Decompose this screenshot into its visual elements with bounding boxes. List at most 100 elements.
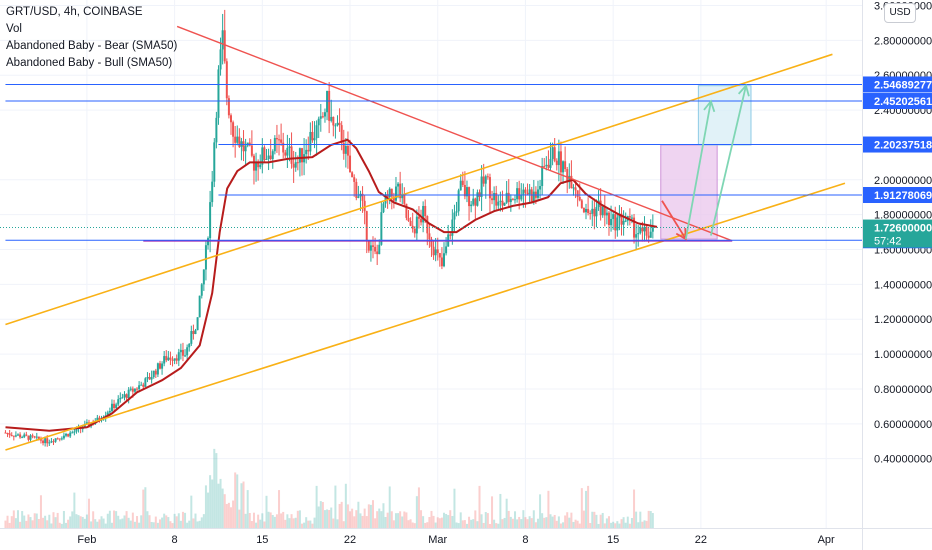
volume-bar (96, 521, 99, 528)
volume-bar (539, 494, 542, 528)
candle-body (503, 202, 506, 206)
projection-arrow-2 (710, 85, 747, 236)
candle-body (23, 434, 26, 438)
volume-bar (56, 512, 59, 528)
candle-body (336, 122, 339, 126)
candle-body (292, 163, 295, 168)
candle-body (29, 435, 32, 440)
symbol-title[interactable]: GRT/USD, 4h, COINBASE (6, 6, 143, 18)
candle-body (275, 137, 278, 140)
candle-body (445, 246, 448, 254)
volume-bar (309, 520, 312, 528)
indicator-bear-label[interactable]: Abandoned Baby - Bear (SMA50) (6, 40, 178, 52)
candle-body (35, 436, 38, 438)
volume-bar (403, 511, 406, 528)
volume-bar (438, 518, 441, 528)
candle-body (476, 192, 479, 206)
volume-bar (511, 518, 514, 528)
volume-bar (267, 511, 270, 528)
price-tick-label: 2.00000000 (874, 175, 932, 187)
candle-body (417, 216, 420, 219)
volume-bar (570, 512, 573, 528)
volume-bar (79, 516, 82, 528)
volume-label[interactable]: Vol (6, 23, 22, 35)
volume-bar (580, 488, 583, 528)
candle-body (357, 196, 360, 198)
candle-body (25, 434, 28, 436)
candle-body (547, 164, 550, 168)
candle-body (541, 165, 544, 187)
volume-bar (177, 513, 180, 528)
volume-bar (240, 483, 243, 528)
volume-bar (244, 513, 247, 528)
candle-body (378, 244, 381, 255)
volume-bar (593, 511, 596, 528)
volume-bar (269, 512, 272, 528)
volume-bar (71, 511, 74, 528)
volume-bar (359, 513, 362, 528)
candle-body (520, 195, 523, 200)
volume-bar (52, 512, 55, 528)
candle-body (413, 228, 416, 234)
candle-body (585, 208, 588, 213)
volume-bar (257, 514, 260, 528)
candle-body (382, 203, 385, 213)
candle-body (443, 253, 446, 267)
volume-bar (574, 519, 577, 528)
candle-body (115, 404, 118, 409)
candle-body (351, 172, 354, 178)
candle-body (432, 246, 435, 256)
volume-bar (633, 489, 636, 528)
candle-body (518, 188, 521, 200)
candle-body (616, 217, 619, 231)
volume-bar (317, 506, 320, 528)
time-tick-label: Mar (428, 534, 447, 546)
candle-body (234, 136, 237, 143)
candle-body (369, 245, 372, 251)
volume-bar (622, 517, 625, 528)
candle-body (480, 176, 483, 197)
volume-bar (482, 522, 485, 528)
candle-body (21, 437, 24, 439)
candle-body (501, 200, 504, 206)
indicator-bull-label[interactable]: Abandoned Baby - Bull (SMA50) (6, 57, 173, 69)
candle-body (388, 188, 391, 198)
volume-bar (154, 516, 157, 528)
volume-bar (420, 510, 423, 528)
candle-body (539, 186, 542, 190)
volume-bar (234, 472, 237, 528)
volume-bar (42, 517, 45, 528)
volume-bar (417, 487, 420, 528)
candle-body (263, 147, 266, 160)
volume-bar (60, 523, 63, 528)
candle-body (171, 359, 174, 361)
volume-bar (334, 485, 337, 528)
volume-bar (616, 521, 619, 528)
volume-bar (363, 508, 366, 528)
volume-bar (273, 516, 276, 528)
candle-body (497, 201, 500, 206)
currency-button[interactable]: USD (884, 3, 916, 23)
volume-bar (630, 518, 633, 528)
volume-bar (232, 500, 235, 528)
time-tick-label: 15 (607, 534, 619, 546)
candle-body (177, 352, 180, 361)
volume-bar (14, 518, 17, 528)
candle-body (463, 184, 466, 197)
volume-bar (175, 516, 178, 528)
volume-bar (463, 520, 466, 528)
volume-bar (225, 503, 228, 528)
volume-bar (186, 522, 189, 528)
volume-bar (108, 510, 111, 528)
grid-lines (0, 0, 862, 528)
candle-body (217, 69, 220, 118)
candle-body (280, 139, 283, 143)
volume-bar (344, 483, 347, 528)
volume-bar (628, 523, 631, 528)
candle-body (428, 233, 431, 240)
candle-body (457, 190, 460, 212)
candle-body (188, 343, 191, 348)
candle-body (4, 432, 7, 434)
